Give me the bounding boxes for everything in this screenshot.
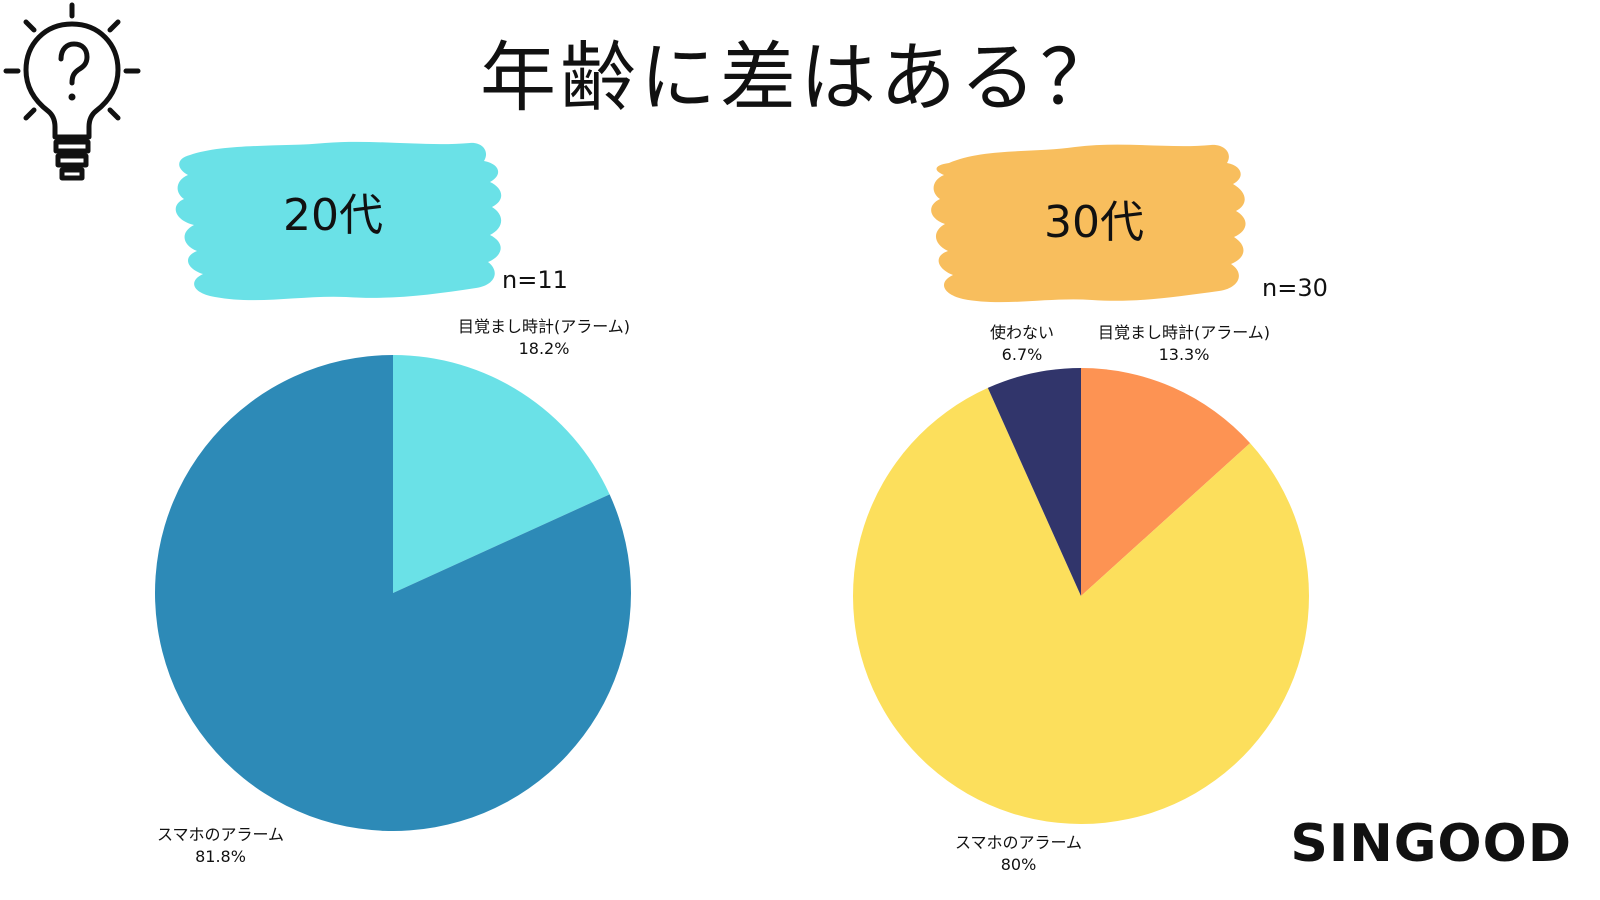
slice-label-20s-smartphone-name: スマホのアラーム xyxy=(157,825,285,844)
page-title: 年齢に差はある？ xyxy=(480,33,1120,122)
lightbulb-question-icon xyxy=(0,0,150,190)
slice-label-30s-alarm-clock-name: 目覚まし時計(アラーム) xyxy=(1098,323,1271,342)
pie-chart-30s xyxy=(853,368,1309,824)
slice-label-20s-alarm-clock-value: 18.2% xyxy=(518,338,570,358)
slice-label-30s-smartphone: スマホのアラーム 80% xyxy=(955,832,1082,875)
sample-size-30s: n=30 xyxy=(1262,274,1328,302)
label-blob-30s xyxy=(931,144,1246,303)
slice-label-30s-smartphone-name: スマホのアラーム xyxy=(955,833,1083,852)
pie-slice-30s-smartphone xyxy=(853,387,1309,824)
slice-label-20s-alarm-clock-name: 目覚まし時計(アラーム) xyxy=(458,317,631,336)
slice-label-20s-smartphone-value: 81.8% xyxy=(195,846,246,866)
label-blob-20s xyxy=(175,141,502,301)
slice-label-30s-none: 使わない 6.7% xyxy=(990,322,1054,365)
slice-label-30s-smartphone-value: 80% xyxy=(1000,854,1037,874)
pie-slice-20s-smartphone xyxy=(155,355,631,831)
sample-size-20s: n=11 xyxy=(502,266,568,294)
pie-chart-20s xyxy=(155,355,631,831)
slice-label-30s-none-name: 使わない xyxy=(990,323,1055,342)
pie-slice-30s-alarm-clock xyxy=(1081,368,1251,596)
age-group-30s-label: 30代 xyxy=(1044,197,1144,248)
brand-logo: SINGOOD xyxy=(1290,814,1572,874)
pie-slice-30s-none xyxy=(987,368,1081,596)
slice-label-30s-alarm-clock-value: 13.3% xyxy=(1158,344,1210,364)
slice-label-30s-none-value: 6.7% xyxy=(1001,344,1043,364)
pie-slice-20s-alarm-clock xyxy=(393,355,610,593)
slice-label-30s-alarm-clock: 目覚まし時計(アラーム) 13.3% xyxy=(1098,322,1270,365)
slice-label-20s-smartphone: スマホのアラーム 81.8% xyxy=(157,824,284,867)
slice-label-20s-alarm-clock: 目覚まし時計(アラーム) 18.2% xyxy=(458,316,630,359)
age-group-20s-label: 20代 xyxy=(283,190,383,241)
